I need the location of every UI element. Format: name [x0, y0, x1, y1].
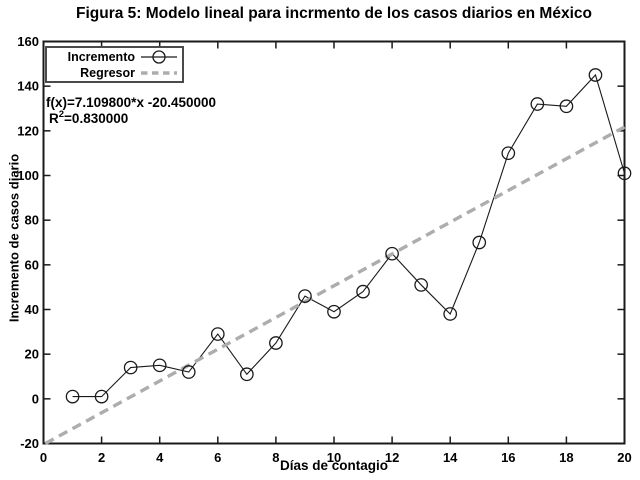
data-point-marker	[152, 358, 167, 373]
y-tick-label: 120	[17, 123, 39, 138]
x-tick-label: 4	[156, 450, 164, 465]
data-point-marker	[65, 389, 80, 404]
data-point-marker	[123, 360, 138, 375]
legend-label-regresor: Regresor	[80, 66, 135, 80]
y-tick-label: 20	[25, 347, 39, 362]
data-point-marker	[240, 367, 254, 382]
fit-equation-line: f(x)=7.109800*x -20.450000	[46, 95, 217, 110]
x-tick-label: 12	[385, 450, 399, 465]
data-point-marker	[269, 336, 283, 350]
x-tick-label: 2	[98, 450, 105, 465]
fit-equation-annotation: f(x)=7.109800*x -20.450000 R2=0.830000	[46, 95, 216, 127]
y-tick-label: -20	[20, 436, 39, 451]
y-tick-label: 140	[17, 79, 39, 94]
regresor-line	[44, 125, 626, 445]
data-point-marker	[298, 289, 312, 303]
legend-entry-regresor: Regresor	[47, 65, 178, 81]
axes-frame	[42, 40, 626, 445]
x-tick-label: 20	[617, 450, 631, 465]
data-point-marker	[414, 278, 428, 292]
legend-label-incremento: Incremento	[67, 50, 135, 64]
data-point-marker	[530, 97, 545, 111]
y-tick-label: 60	[25, 257, 39, 272]
y-tick-label: 100	[17, 168, 39, 183]
y-axis-label: Incremento de casos diario	[6, 153, 22, 323]
data-point-marker	[210, 327, 225, 341]
y-tick-label: 80	[25, 213, 39, 228]
data-point-marker	[181, 365, 196, 379]
r-squared-value: =0.830000	[64, 111, 129, 126]
x-tick-label: 0	[40, 450, 47, 465]
incremento-line	[72, 73, 626, 398]
r-squared-line: R2=0.830000	[49, 108, 216, 127]
y-tick-label: 160	[17, 34, 39, 49]
legend: Incremento Regresor	[45, 46, 184, 83]
chart-title: Figura 5: Modelo lineal para incrmento d…	[76, 5, 592, 22]
data-point-marker	[472, 235, 487, 250]
y-tick-label: 0	[32, 391, 39, 406]
data-point-marker	[501, 146, 516, 161]
data-point-marker	[559, 99, 574, 114]
x-axis-label: Días de contagio	[279, 458, 389, 473]
line-circle-marker-icon	[141, 50, 177, 64]
x-tick-label: 14	[443, 450, 458, 465]
data-point-marker	[385, 246, 399, 261]
data-point-marker	[588, 68, 603, 82]
x-tick-label: 6	[214, 450, 221, 465]
x-tick-label: 10	[327, 450, 341, 465]
data-point-marker	[327, 304, 341, 319]
dashed-line-icon	[141, 71, 177, 75]
data-point-marker	[443, 307, 458, 321]
x-tick-label: 18	[559, 450, 573, 465]
data-point-marker	[617, 166, 632, 181]
legend-entry-incremento: Incremento	[47, 49, 178, 65]
r-squared-sup: 2	[58, 108, 65, 120]
data-point-marker	[356, 284, 370, 299]
x-tick-label: 8	[272, 450, 279, 465]
r-squared-base: R	[49, 111, 59, 126]
x-tick-label: 16	[501, 450, 515, 465]
y-tick-label: 40	[25, 302, 39, 317]
data-point-marker	[94, 389, 109, 404]
